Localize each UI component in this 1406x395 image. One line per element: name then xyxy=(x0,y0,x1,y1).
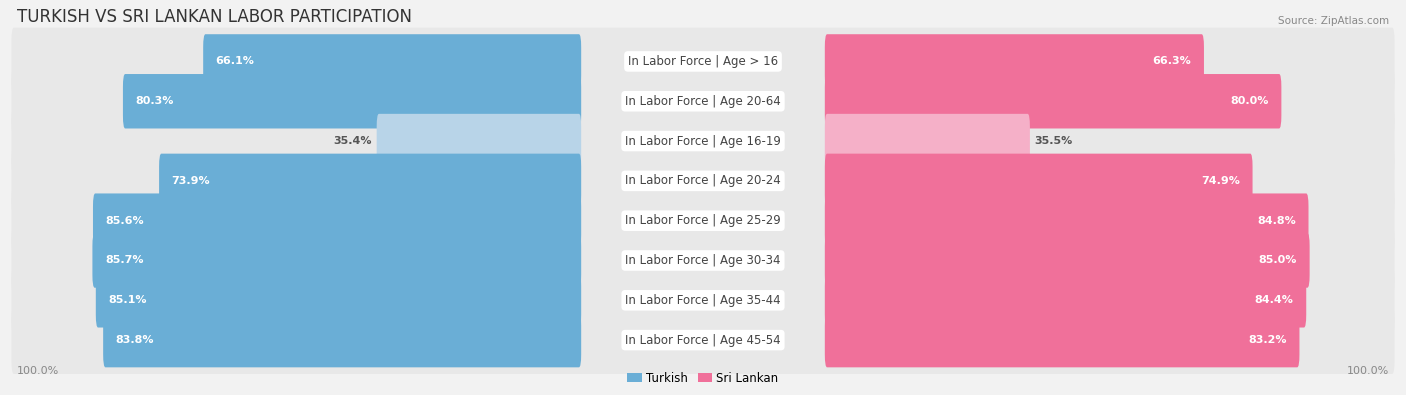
Text: 80.3%: 80.3% xyxy=(135,96,174,106)
Text: 74.9%: 74.9% xyxy=(1201,176,1240,186)
Text: 85.0%: 85.0% xyxy=(1258,256,1298,265)
Text: 83.8%: 83.8% xyxy=(115,335,155,345)
Text: In Labor Force | Age 25-29: In Labor Force | Age 25-29 xyxy=(626,214,780,227)
FancyBboxPatch shape xyxy=(825,74,1281,128)
FancyBboxPatch shape xyxy=(825,233,1309,288)
Text: 83.2%: 83.2% xyxy=(1249,335,1286,345)
Text: 100.0%: 100.0% xyxy=(1347,366,1389,376)
FancyBboxPatch shape xyxy=(93,233,581,288)
Text: In Labor Force | Age > 16: In Labor Force | Age > 16 xyxy=(628,55,778,68)
Text: 35.5%: 35.5% xyxy=(1035,136,1073,146)
Text: 73.9%: 73.9% xyxy=(172,176,211,186)
Text: In Labor Force | Age 35-44: In Labor Force | Age 35-44 xyxy=(626,294,780,307)
FancyBboxPatch shape xyxy=(11,107,1395,175)
FancyBboxPatch shape xyxy=(96,273,581,327)
FancyBboxPatch shape xyxy=(103,313,581,367)
Text: 84.8%: 84.8% xyxy=(1257,216,1296,226)
FancyBboxPatch shape xyxy=(204,34,581,88)
FancyBboxPatch shape xyxy=(825,114,1031,168)
Text: 66.3%: 66.3% xyxy=(1153,56,1191,66)
FancyBboxPatch shape xyxy=(93,194,581,248)
FancyBboxPatch shape xyxy=(825,273,1306,327)
FancyBboxPatch shape xyxy=(11,147,1395,215)
Text: 100.0%: 100.0% xyxy=(17,366,59,376)
Text: 80.0%: 80.0% xyxy=(1230,96,1268,106)
Text: 66.1%: 66.1% xyxy=(215,56,254,66)
FancyBboxPatch shape xyxy=(377,114,581,168)
Text: In Labor Force | Age 16-19: In Labor Force | Age 16-19 xyxy=(626,135,780,148)
FancyBboxPatch shape xyxy=(11,68,1395,135)
Text: In Labor Force | Age 30-34: In Labor Force | Age 30-34 xyxy=(626,254,780,267)
FancyBboxPatch shape xyxy=(11,28,1395,95)
FancyBboxPatch shape xyxy=(825,154,1253,208)
Text: 85.1%: 85.1% xyxy=(108,295,146,305)
FancyBboxPatch shape xyxy=(11,187,1395,254)
FancyBboxPatch shape xyxy=(11,267,1395,334)
Text: In Labor Force | Age 45-54: In Labor Force | Age 45-54 xyxy=(626,334,780,346)
Text: TURKISH VS SRI LANKAN LABOR PARTICIPATION: TURKISH VS SRI LANKAN LABOR PARTICIPATIO… xyxy=(17,8,412,26)
Text: In Labor Force | Age 20-24: In Labor Force | Age 20-24 xyxy=(626,174,780,187)
FancyBboxPatch shape xyxy=(825,34,1204,88)
FancyBboxPatch shape xyxy=(11,227,1395,294)
FancyBboxPatch shape xyxy=(825,313,1299,367)
FancyBboxPatch shape xyxy=(11,306,1395,374)
FancyBboxPatch shape xyxy=(159,154,581,208)
Text: 85.7%: 85.7% xyxy=(105,256,143,265)
FancyBboxPatch shape xyxy=(825,194,1309,248)
FancyBboxPatch shape xyxy=(122,74,581,128)
Text: 84.4%: 84.4% xyxy=(1254,295,1294,305)
Text: 85.6%: 85.6% xyxy=(105,216,145,226)
Text: Source: ZipAtlas.com: Source: ZipAtlas.com xyxy=(1278,16,1389,26)
Text: 35.4%: 35.4% xyxy=(333,136,373,146)
Text: In Labor Force | Age 20-64: In Labor Force | Age 20-64 xyxy=(626,95,780,108)
Legend: Turkish, Sri Lankan: Turkish, Sri Lankan xyxy=(623,367,783,389)
